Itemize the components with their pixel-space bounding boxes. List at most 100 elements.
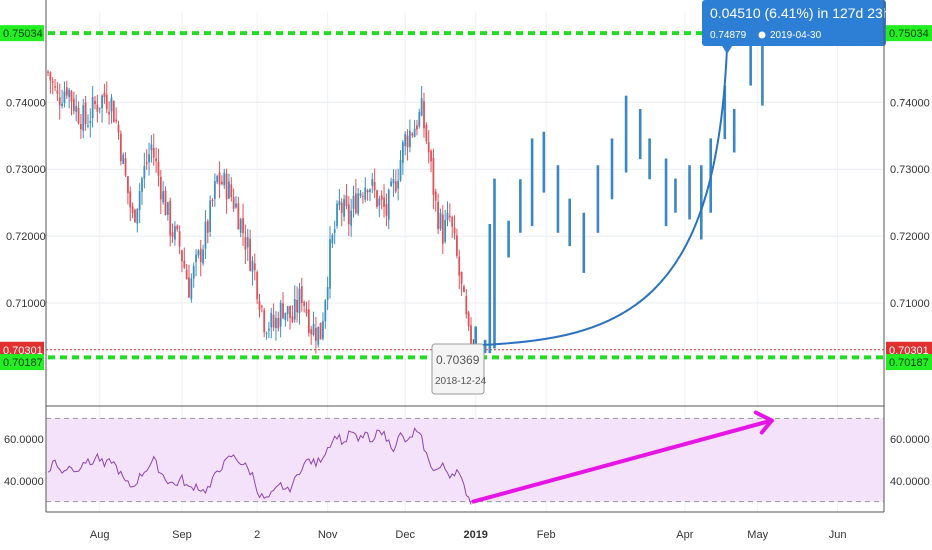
candle-body	[315, 327, 317, 341]
candle-body	[221, 181, 223, 185]
candle-body	[300, 286, 303, 303]
candle-body	[138, 191, 141, 210]
current-price-tag-right-bg	[886, 341, 932, 358]
candle-body	[268, 328, 270, 331]
candle-body	[277, 317, 280, 329]
candle-body	[406, 135, 409, 148]
candle-body	[84, 102, 87, 125]
candle-body	[362, 196, 364, 198]
price-tick-label-right: 0.73000	[890, 164, 930, 176]
candle-body	[293, 299, 296, 320]
current-price-tag-left-bg	[0, 341, 44, 358]
candle-body	[423, 101, 425, 129]
candle-body	[108, 111, 110, 115]
candle-body	[409, 130, 411, 148]
candle-body	[467, 312, 470, 327]
candle-body	[359, 193, 362, 196]
time-tick-label: Nov	[318, 529, 338, 541]
candle-body	[448, 215, 451, 218]
candle-body	[251, 260, 254, 272]
candle-body	[369, 189, 371, 193]
candle-body	[425, 124, 428, 142]
rsi-tick-label-left: 60.0000	[4, 434, 44, 446]
candle-body	[357, 193, 360, 214]
candle-body	[319, 322, 322, 340]
candle-body	[235, 203, 237, 208]
candle-body	[199, 248, 202, 263]
candle-body	[411, 133, 414, 136]
candle-body	[470, 325, 472, 352]
candle-body	[275, 317, 277, 329]
rsi-indicator	[46, 410, 884, 505]
candle-body	[333, 229, 336, 233]
projection-end-date: 2019-04-30	[770, 30, 822, 41]
rsi-tick-label-right: 60.0000	[890, 434, 930, 446]
price-tick-label-left: 0.71000	[6, 298, 46, 310]
time-tick-label: 2019	[463, 529, 487, 541]
candle-body	[145, 162, 148, 164]
candle-body	[72, 98, 75, 112]
candle-body	[183, 260, 186, 268]
time-tick-label: May	[747, 529, 768, 541]
candle-body	[197, 250, 200, 256]
projection-start-value: 0.70369	[436, 353, 480, 367]
candle-body	[460, 271, 463, 284]
time-tick-label: Feb	[537, 529, 556, 541]
candle-body	[211, 199, 214, 201]
projection-end-value: 0.74879	[710, 30, 747, 41]
candle-body	[453, 227, 456, 234]
candle-body	[463, 286, 465, 293]
candle-body	[383, 197, 385, 208]
candle-body	[166, 202, 169, 215]
candle-body	[413, 128, 416, 138]
candle-body	[54, 86, 56, 88]
candle-body	[347, 204, 350, 225]
candle-body	[181, 250, 183, 262]
candle-body	[380, 195, 383, 200]
candle-body	[420, 98, 423, 116]
candle-body	[155, 158, 157, 162]
candle-body	[270, 312, 273, 328]
candle-body	[204, 221, 207, 249]
candle-body	[324, 300, 327, 322]
candle-body	[87, 125, 89, 127]
price-tick-label-left: 0.72000	[6, 231, 46, 243]
candle-body	[242, 217, 244, 234]
current-price-tag-left: 0.70301	[3, 345, 43, 357]
candle-body	[56, 90, 59, 94]
candle-body	[178, 231, 181, 247]
resistance-tag-left: 0.75034	[3, 28, 43, 40]
candle-body	[98, 107, 101, 109]
candle-body	[305, 309, 308, 314]
candle-body	[456, 235, 458, 256]
candle-body	[265, 333, 268, 335]
current-price-tag-right: 0.70301	[889, 345, 929, 357]
candle-body	[397, 180, 400, 189]
candle-body	[465, 295, 468, 315]
candle-body	[446, 213, 449, 221]
candle-body	[350, 210, 353, 226]
candle-body	[169, 200, 172, 236]
projection-start-box	[431, 343, 485, 395]
candle-body	[96, 104, 99, 112]
rsi-arrow-head	[753, 410, 774, 435]
candle-body	[68, 90, 71, 97]
projection-callout-box	[702, 0, 886, 46]
candle-body	[117, 124, 120, 133]
time-tick-label: Sep	[172, 529, 192, 541]
candle-body	[127, 176, 129, 194]
candle-body	[260, 306, 263, 308]
candle-body	[437, 201, 439, 230]
projection-bars	[474, 33, 764, 356]
price-tick-label-right: 0.74000	[890, 97, 930, 109]
price-tick-label-left: 0.74000	[6, 97, 46, 109]
candle-body	[143, 166, 146, 179]
time-tick-label: Aug	[90, 529, 110, 541]
candle-body	[322, 321, 324, 339]
candle-body	[338, 200, 341, 206]
time-tick-label: Dec	[395, 529, 415, 541]
candle-body	[101, 95, 103, 109]
projection-curve	[473, 43, 729, 347]
